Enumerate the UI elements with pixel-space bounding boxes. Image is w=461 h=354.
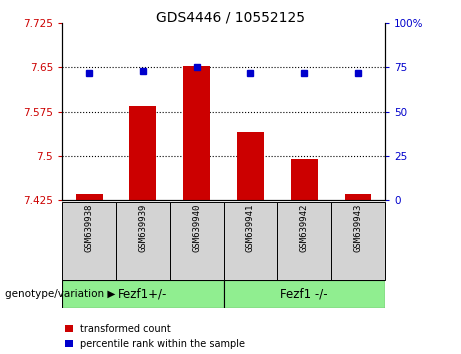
Bar bbox=[76, 194, 102, 200]
Text: GSM639938: GSM639938 bbox=[85, 204, 94, 252]
Text: GSM639941: GSM639941 bbox=[246, 204, 255, 252]
Bar bbox=[278, 202, 331, 280]
Text: Fezf1+/-: Fezf1+/- bbox=[118, 287, 168, 300]
Bar bbox=[62, 202, 116, 280]
Bar bbox=[224, 280, 385, 308]
Bar bbox=[130, 105, 156, 200]
Text: GSM639939: GSM639939 bbox=[138, 204, 148, 252]
Bar bbox=[237, 132, 264, 200]
Bar bbox=[224, 202, 278, 280]
Legend: transformed count, percentile rank within the sample: transformed count, percentile rank withi… bbox=[65, 324, 245, 349]
Text: GSM639943: GSM639943 bbox=[354, 204, 362, 252]
Bar bbox=[344, 194, 372, 200]
Text: GDS4446 / 10552125: GDS4446 / 10552125 bbox=[156, 11, 305, 25]
Bar bbox=[291, 159, 318, 200]
Bar bbox=[170, 202, 224, 280]
Text: GSM639942: GSM639942 bbox=[300, 204, 309, 252]
Text: Fezf1 -/-: Fezf1 -/- bbox=[280, 287, 328, 300]
Text: GSM639940: GSM639940 bbox=[192, 204, 201, 252]
Bar bbox=[331, 202, 385, 280]
Bar bbox=[183, 66, 210, 200]
Bar bbox=[116, 202, 170, 280]
Text: genotype/variation ▶: genotype/variation ▶ bbox=[5, 289, 115, 299]
Bar bbox=[62, 280, 224, 308]
